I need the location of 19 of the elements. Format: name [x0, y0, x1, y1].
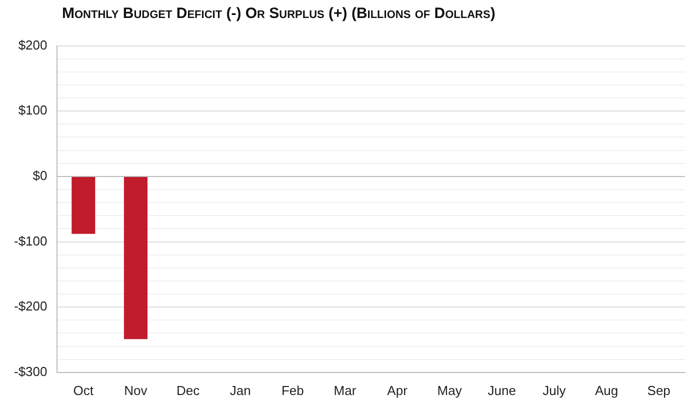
x-tick-label: Aug [594, 382, 618, 398]
y-tick-label: -$200 [14, 298, 48, 314]
x-tick-label: Dec [176, 382, 200, 398]
x-tick-label: Mar [334, 382, 357, 398]
x-tick-label: Jan [230, 382, 251, 398]
x-tick-label: Sep [647, 382, 670, 398]
x-tick-label: Feb [281, 382, 304, 398]
y-tick-label: -$300 [14, 364, 48, 379]
x-tick-label: Nov [124, 382, 148, 398]
x-tick-label: Apr [387, 382, 408, 398]
y-tick-label: $200 [18, 37, 48, 52]
chart-title: Monthly Budget Deficit (-) Or Surplus (+) (Billions of Dollars) [62, 5, 496, 22]
y-tick-label: -$100 [14, 233, 48, 248]
x-tick-label: May [437, 382, 462, 398]
x-tick-label: Oct [73, 382, 94, 398]
y-tick-label: $100 [18, 102, 48, 118]
x-tick-label: July [542, 382, 566, 398]
x-tick-label: June [488, 382, 516, 398]
y-tick-label: $0 [32, 168, 48, 184]
